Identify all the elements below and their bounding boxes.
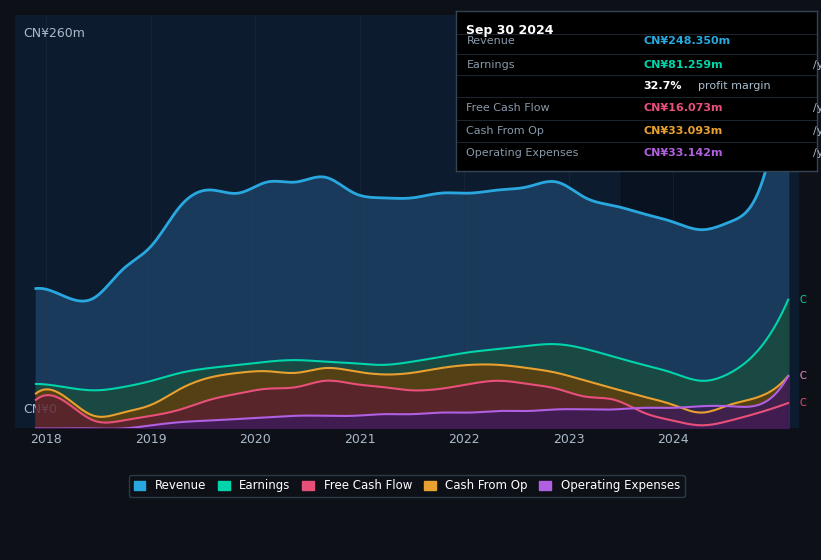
Text: /yr: /yr <box>814 125 821 136</box>
Text: CN¥0: CN¥0 <box>23 403 57 416</box>
Text: CN¥248.350m: CN¥248.350m <box>644 36 731 46</box>
Text: C: C <box>800 371 806 381</box>
Text: CN¥33.093m: CN¥33.093m <box>644 125 722 136</box>
Text: Sep 30 2024: Sep 30 2024 <box>466 24 554 37</box>
Text: /yr: /yr <box>814 148 821 158</box>
Text: C: C <box>800 371 806 381</box>
Text: /yr: /yr <box>814 104 821 113</box>
Text: Operating Expenses: Operating Expenses <box>466 148 579 158</box>
Text: Free Cash Flow: Free Cash Flow <box>466 104 550 113</box>
Text: CN¥260m: CN¥260m <box>23 27 85 40</box>
Text: profit margin: profit margin <box>698 81 770 91</box>
Text: C: C <box>800 29 806 39</box>
Text: CN¥33.142m: CN¥33.142m <box>644 148 723 158</box>
Text: Cash From Op: Cash From Op <box>466 125 544 136</box>
Text: C: C <box>800 295 806 305</box>
Text: /yr: /yr <box>814 60 821 70</box>
Bar <box>621 15 788 428</box>
Text: C: C <box>800 398 806 408</box>
Text: CN¥81.259m: CN¥81.259m <box>644 60 723 70</box>
Legend: Revenue, Earnings, Free Cash Flow, Cash From Op, Operating Expenses: Revenue, Earnings, Free Cash Flow, Cash … <box>129 474 685 497</box>
Text: Earnings: Earnings <box>466 60 515 70</box>
Text: Revenue: Revenue <box>466 36 516 46</box>
Text: CN¥16.073m: CN¥16.073m <box>644 104 723 113</box>
Text: 32.7%: 32.7% <box>644 81 682 91</box>
